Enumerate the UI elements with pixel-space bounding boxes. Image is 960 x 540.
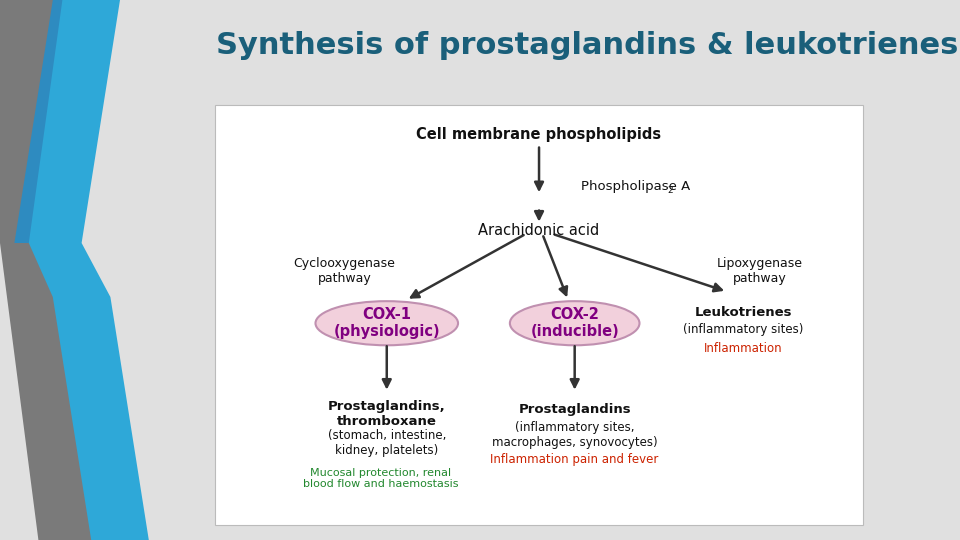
Text: Inflammation: Inflammation (704, 342, 782, 355)
FancyBboxPatch shape (215, 105, 863, 525)
Text: Prostaglandins,
thromboxane: Prostaglandins, thromboxane (328, 400, 445, 428)
Text: Cell membrane phospholipids: Cell membrane phospholipids (417, 127, 661, 141)
Polygon shape (29, 0, 149, 540)
Polygon shape (0, 0, 96, 540)
Text: Mucosal protection, renal
blood flow and haemostasis: Mucosal protection, renal blood flow and… (302, 468, 458, 489)
Text: Cyclooxygenase
pathway: Cyclooxygenase pathway (294, 256, 396, 285)
Text: Prostaglandins: Prostaglandins (518, 403, 631, 416)
Text: COX-2
(inducible): COX-2 (inducible) (530, 307, 619, 340)
Ellipse shape (510, 301, 639, 345)
Text: (inflammatory sites,
macrophages, synovocytes): (inflammatory sites, macrophages, synovo… (492, 421, 658, 449)
Text: Inflammation pain and fever: Inflammation pain and fever (491, 453, 659, 466)
Text: Leukotrienes: Leukotrienes (694, 306, 792, 319)
Text: Synthesis of prostaglandins & leukotrienes:: Synthesis of prostaglandins & leukotrien… (216, 31, 960, 60)
Text: COX-1
(physiologic): COX-1 (physiologic) (333, 307, 440, 340)
Text: (inflammatory sites): (inflammatory sites) (683, 323, 804, 336)
Text: (stomach, intestine,
kidney, platelets): (stomach, intestine, kidney, platelets) (327, 429, 446, 457)
Text: Lipoxygenase
pathway: Lipoxygenase pathway (716, 256, 803, 285)
Text: 2: 2 (667, 186, 673, 195)
Text: Arachidonic acid: Arachidonic acid (478, 224, 600, 238)
Ellipse shape (316, 301, 458, 345)
Polygon shape (0, 0, 67, 227)
Text: Phospholipase A: Phospholipase A (581, 180, 690, 193)
Polygon shape (14, 0, 110, 243)
